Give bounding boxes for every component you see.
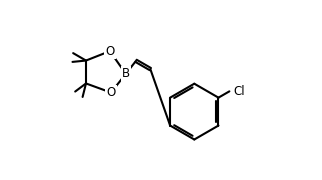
Text: O: O <box>106 86 116 99</box>
Text: O: O <box>105 45 115 58</box>
Text: Cl: Cl <box>233 85 245 98</box>
Text: B: B <box>122 67 130 80</box>
